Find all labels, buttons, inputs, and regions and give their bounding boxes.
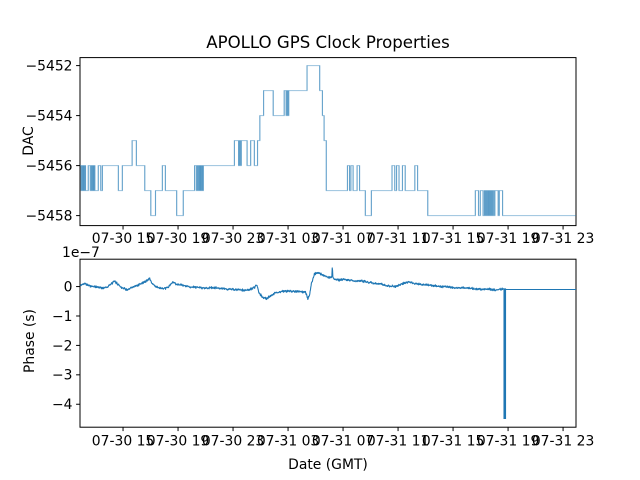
x-tick-label: 07-31 15 — [422, 231, 484, 247]
x-tick-label: 07-30 15 — [92, 231, 154, 247]
y-tick-label: −1 — [52, 309, 72, 325]
y-tick-label: −5458 — [26, 209, 73, 225]
x-tick-label: 07-31 03 — [257, 231, 319, 247]
x-tick-label: 07-31 03 — [257, 434, 319, 450]
x-axis-label: Date (GMT) — [288, 457, 368, 473]
x-tick-label: 07-30 19 — [147, 434, 209, 450]
x-tick-label: 07-31 19 — [477, 434, 539, 450]
x-tick-label: 07-31 11 — [367, 231, 429, 247]
x-tick-label: 07-30 23 — [202, 231, 264, 247]
y-tick-label: −5452 — [26, 59, 73, 75]
x-tick-label: 07-31 07 — [312, 231, 374, 247]
phase-noise-line — [79, 267, 504, 301]
x-tick-label: 07-31 07 — [312, 434, 374, 450]
x-tick-label: 07-31 23 — [532, 434, 594, 450]
x-tick-label: 07-31 11 — [367, 434, 429, 450]
x-tick-label: 07-31 23 — [532, 231, 594, 247]
dac-step-line — [80, 65, 576, 217]
dac-y-axis-label: DAC — [21, 126, 37, 156]
y-tick-label: −2 — [52, 338, 72, 354]
y-tick-label: −5454 — [26, 109, 73, 125]
x-tick-label: 07-30 23 — [202, 434, 264, 450]
phase-axes-frame — [79, 258, 577, 428]
x-tick-label: 07-30 19 — [147, 231, 209, 247]
y-tick-label: −5456 — [26, 159, 73, 175]
x-tick-label: 07-31 15 — [422, 434, 484, 450]
y-tick-label: −4 — [52, 397, 73, 413]
x-tick-label: 07-30 15 — [92, 434, 154, 450]
phase-y-axis-label: Phase (s) — [22, 309, 38, 373]
y-tick-label: −3 — [52, 368, 72, 384]
x-tick-label: 07-31 19 — [477, 231, 539, 247]
y-axis-offset-text: 1e−7 — [62, 245, 100, 261]
y-tick-label: 0 — [64, 279, 73, 295]
plot-title: APOLLO GPS Clock Properties — [206, 33, 450, 52]
dac-axes-frame — [79, 57, 577, 227]
